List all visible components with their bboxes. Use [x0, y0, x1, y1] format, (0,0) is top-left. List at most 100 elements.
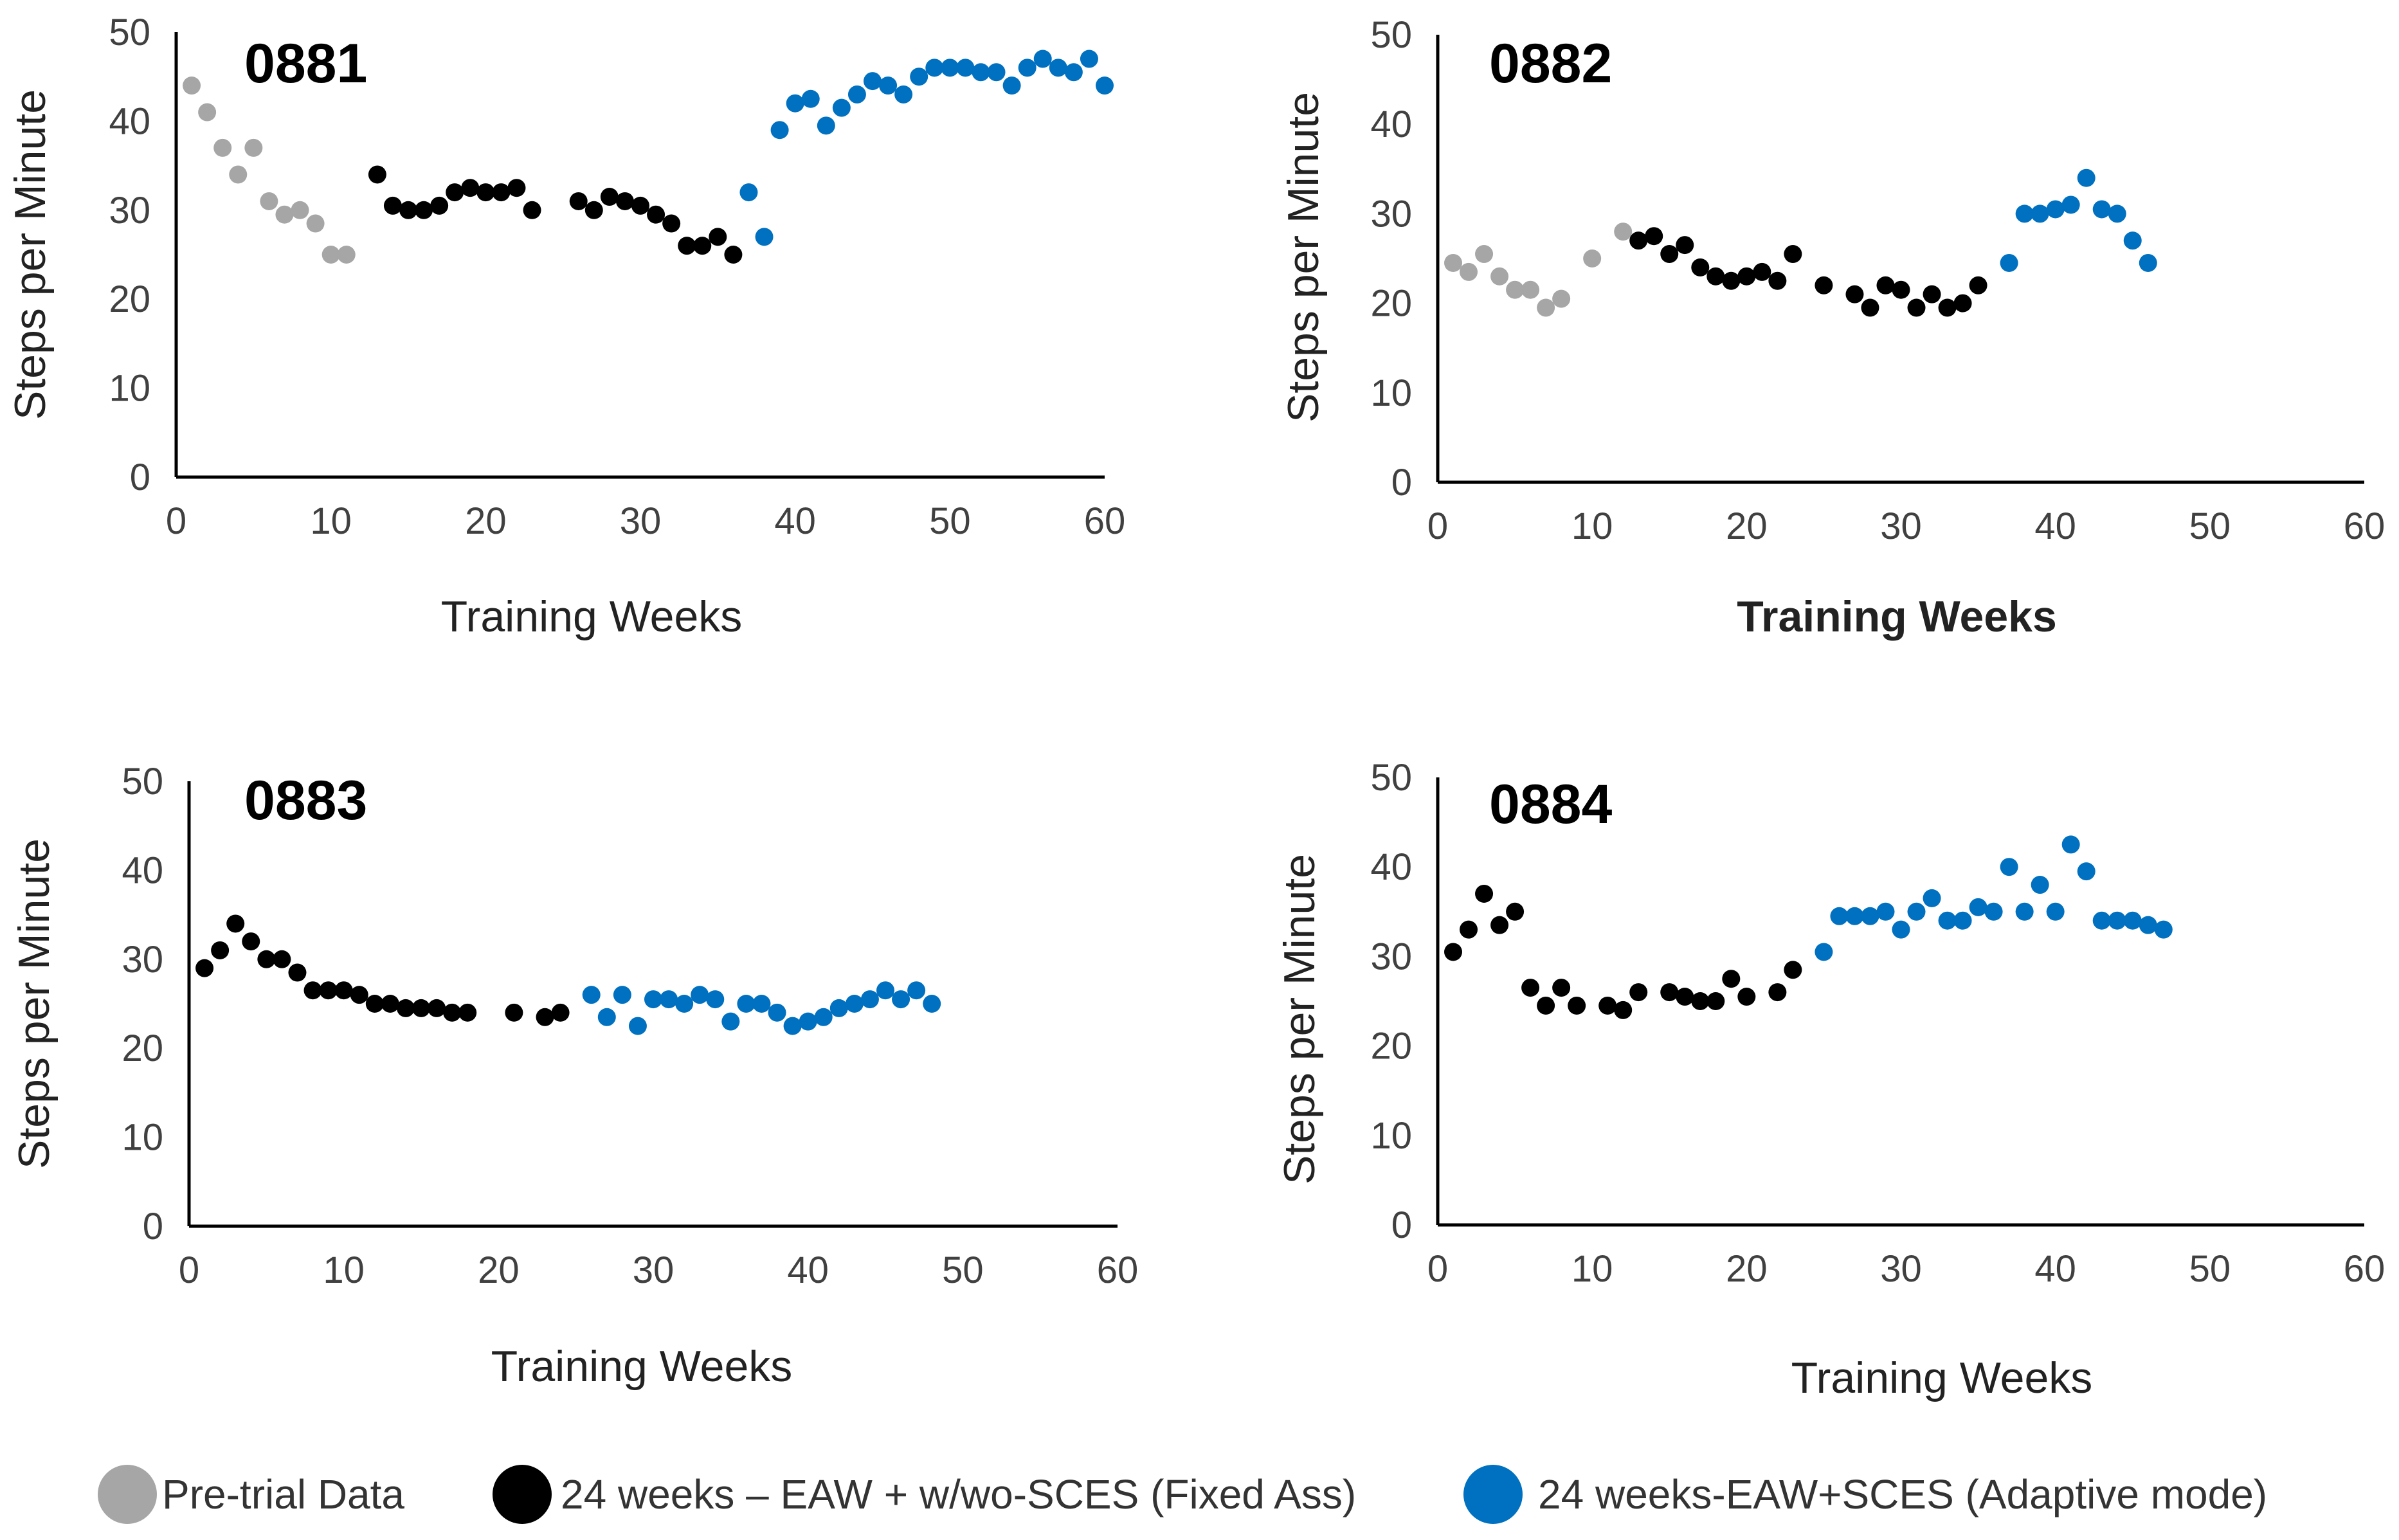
chart-panel-0883: 0 10 20 30 40 50 0 10 20 30 40 50 60 0883 Training W…	[10, 761, 1138, 1391]
data-point-adaptive	[2031, 204, 2049, 223]
x-tick-label: 20	[465, 500, 507, 542]
x-tick-label: 50	[929, 500, 971, 542]
data-point-adaptive	[801, 89, 820, 108]
data-point-adaptive	[2061, 195, 2080, 214]
data-point-fixed	[1737, 988, 1756, 1006]
data-point-adaptive	[2061, 835, 2080, 854]
data-point-fixed	[631, 196, 649, 215]
x-tick-label: 40	[2034, 505, 2076, 547]
data-point-fixed	[1784, 961, 1802, 979]
data-point-fixed	[1629, 231, 1648, 250]
y-tick-label: 30	[1370, 936, 1412, 977]
data-point-adaptive	[799, 1012, 817, 1031]
data-point-fixed	[1706, 267, 1725, 285]
y-tick-label: 10	[109, 368, 150, 410]
data-point-fixed	[1676, 236, 1694, 255]
panel-title: 0884	[1489, 774, 1612, 835]
y-tick-label: 40	[1370, 104, 1412, 145]
data-point-fixed	[368, 165, 386, 184]
data-point-fixed	[600, 188, 619, 206]
data-point-adaptive	[2015, 902, 2034, 921]
x-tick-label: 60	[1097, 1249, 1139, 1291]
x-tick-label: 40	[774, 500, 816, 542]
data-point-adaptive	[2046, 200, 2065, 219]
data-point-fixed	[415, 201, 433, 219]
y-tick-label: 10	[1370, 1115, 1412, 1157]
y-tick-label: 50	[1370, 14, 1412, 56]
panel-title: 0882	[1489, 33, 1612, 95]
data-point-fixed	[1537, 996, 1555, 1015]
data-point-adaptive	[1876, 902, 1895, 921]
data-point-pretrial	[1552, 289, 1571, 308]
data-point-fixed	[1645, 227, 1663, 246]
chart-panel-0882: 0 10 20 30 40 50 0 10 20 30 40 50 60 0882 Training W…	[1279, 14, 2385, 641]
data-point-fixed	[443, 1003, 462, 1022]
data-point-pretrial	[198, 103, 217, 122]
y-axis-title: Steps per Minute	[10, 838, 59, 1169]
data-point-fixed	[569, 192, 588, 210]
legend-marker-adaptive	[1463, 1465, 1523, 1524]
data-point-fixed	[399, 201, 417, 219]
data-point-fixed	[1552, 979, 1571, 997]
data-point-adaptive	[1892, 920, 1910, 939]
data-point-adaptive	[941, 59, 959, 77]
data-point-adaptive	[2123, 231, 2142, 250]
data-point-adaptive	[817, 116, 835, 135]
data-point-fixed	[257, 950, 276, 968]
data-point-adaptive	[2000, 253, 2018, 272]
y-tick-label: 20	[122, 1028, 163, 1069]
data-point-fixed	[1706, 992, 1725, 1010]
legend-marker-pretrial	[98, 1465, 157, 1524]
data-point-adaptive	[1907, 902, 1926, 921]
data-point-adaptive	[1953, 911, 1972, 930]
legend-label-adaptive: 24 weeks-EAW+SCES (Adaptive mode)	[1538, 1471, 2267, 1517]
data-point-adaptive	[768, 1003, 786, 1022]
data-point-adaptive	[892, 990, 910, 1009]
data-point-adaptive	[1984, 902, 2003, 921]
data-point-adaptive	[786, 94, 804, 113]
data-point-fixed	[1475, 884, 1494, 903]
data-point-fixed	[1568, 996, 1586, 1015]
legend-label-fixed: 24 weeks – EAW + w/wo-SCES (Fixed Ass)	[561, 1471, 1356, 1517]
data-point-adaptive	[832, 98, 851, 117]
y-tick-label: 0	[1391, 1204, 1412, 1246]
y-tick-label: 0	[1391, 462, 1412, 503]
x-tick-label: 10	[1571, 505, 1613, 547]
data-point-fixed	[1845, 285, 1864, 303]
data-point-fixed	[1722, 970, 1741, 988]
data-point-fixed	[446, 183, 464, 202]
data-point-pretrial	[1460, 262, 1478, 281]
data-point-fixed	[211, 941, 230, 959]
data-point-adaptive	[783, 1017, 802, 1035]
data-point-fixed	[724, 246, 743, 264]
x-tick-label: 60	[1084, 500, 1126, 542]
chart-panel-0884: 0 10 20 30 40 50 0 10 20 30 40 50 60 0884 Training W…	[1275, 757, 2385, 1402]
data-point-fixed	[1660, 983, 1679, 1002]
data-point-fixed	[1815, 276, 1833, 294]
data-point-adaptive	[1064, 63, 1083, 82]
data-point-fixed	[428, 999, 446, 1017]
x-axis-title: Training Weeks	[491, 1342, 793, 1391]
data-point-fixed	[584, 201, 603, 219]
data-point-fixed	[505, 1003, 523, 1022]
data-point-pretrial	[1521, 280, 1540, 299]
data-point-adaptive	[829, 999, 848, 1017]
x-axis-title: Training Weeks	[1791, 1354, 2093, 1402]
data-point-fixed	[303, 981, 322, 1000]
data-point-adaptive	[644, 990, 662, 1009]
data-point-fixed	[1923, 285, 1941, 303]
y-axis-title: Steps per Minute	[1279, 92, 1328, 422]
legend: Pre-trial Data 24 weeks – EAW + w/wo-SCE…	[98, 1465, 2267, 1524]
y-tick-label: 40	[1370, 846, 1412, 888]
data-point-fixed	[1660, 245, 1679, 264]
data-point-fixed	[1907, 298, 1926, 317]
data-point-fixed	[1876, 276, 1895, 294]
data-point-pretrial	[244, 138, 263, 157]
data-point-adaptive	[894, 85, 913, 104]
x-tick-label: 60	[2344, 505, 2385, 547]
y-tick-label: 50	[1370, 757, 1412, 799]
data-point-fixed	[551, 1003, 570, 1022]
x-tick-label: 60	[2344, 1248, 2385, 1290]
data-point-adaptive	[755, 228, 774, 246]
data-point-adaptive	[752, 995, 771, 1013]
